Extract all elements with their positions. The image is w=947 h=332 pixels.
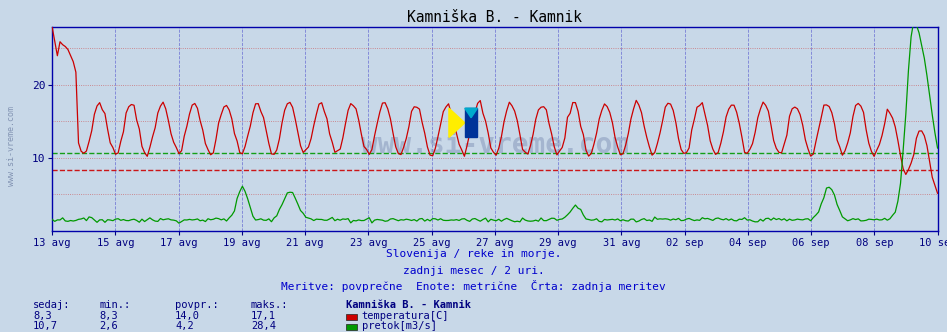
Text: zadnji mesec / 2 uri.: zadnji mesec / 2 uri. xyxy=(402,266,545,276)
Text: 10,7: 10,7 xyxy=(33,321,58,331)
Text: 14,0: 14,0 xyxy=(175,311,200,321)
Text: sedaj:: sedaj: xyxy=(33,300,71,310)
Text: temperatura[C]: temperatura[C] xyxy=(362,311,449,321)
Text: 28,4: 28,4 xyxy=(251,321,276,331)
Text: Kamniška B. - Kamnik: Kamniška B. - Kamnik xyxy=(346,300,471,310)
Polygon shape xyxy=(449,108,465,137)
Text: min.:: min.: xyxy=(99,300,131,310)
Text: maks.:: maks.: xyxy=(251,300,289,310)
Text: www.si-vreme.com: www.si-vreme.com xyxy=(7,106,16,186)
Polygon shape xyxy=(465,108,477,118)
Text: povpr.:: povpr.: xyxy=(175,300,219,310)
Text: 8,3: 8,3 xyxy=(33,311,52,321)
Text: 17,1: 17,1 xyxy=(251,311,276,321)
Text: Meritve: povprečne  Enote: metrične  Črta: zadnja meritev: Meritve: povprečne Enote: metrične Črta:… xyxy=(281,281,666,292)
Text: 8,3: 8,3 xyxy=(99,311,118,321)
Text: Slovenija / reke in morje.: Slovenija / reke in morje. xyxy=(385,249,562,259)
Text: www.si-vreme.com: www.si-vreme.com xyxy=(361,131,629,159)
Text: 4,2: 4,2 xyxy=(175,321,194,331)
Text: pretok[m3/s]: pretok[m3/s] xyxy=(362,321,437,331)
Polygon shape xyxy=(465,108,477,137)
Text: 2,6: 2,6 xyxy=(99,321,118,331)
Title: Kamniška B. - Kamnik: Kamniška B. - Kamnik xyxy=(407,10,582,25)
